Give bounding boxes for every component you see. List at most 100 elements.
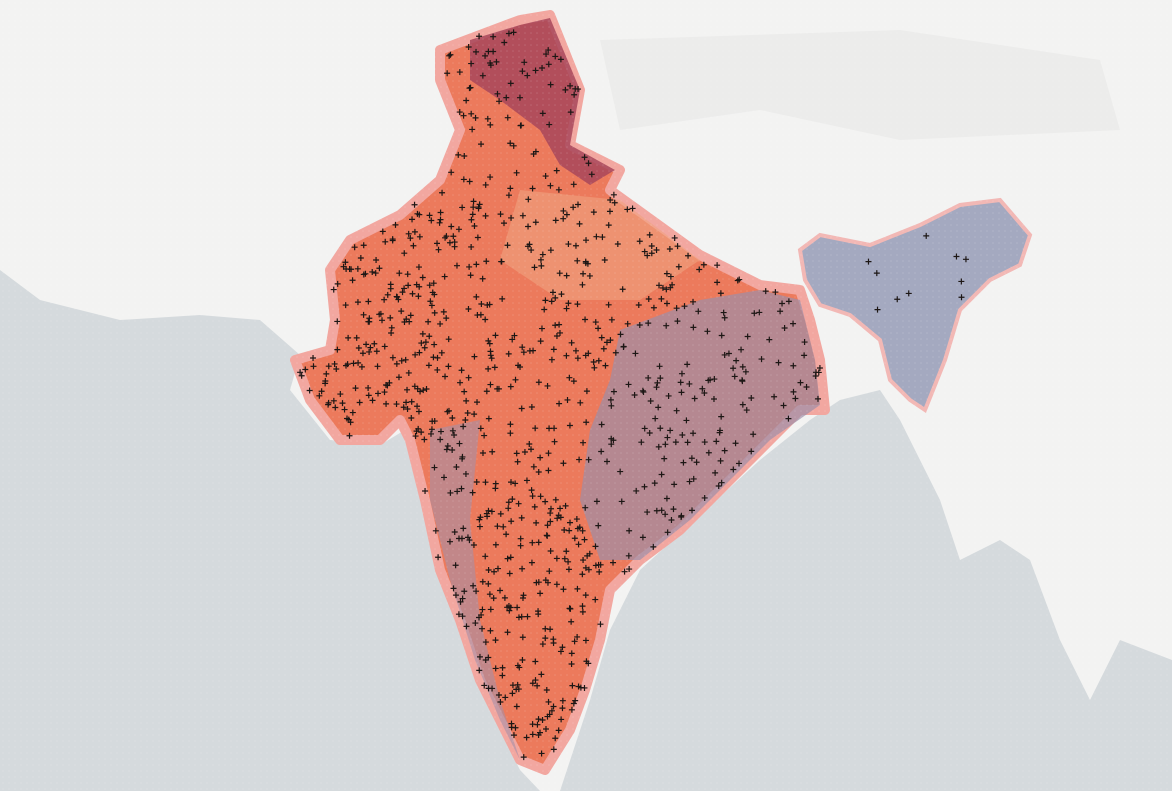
marker: [439, 189, 446, 196]
marker: [468, 216, 475, 223]
marker: [545, 61, 552, 68]
marker: [504, 242, 511, 249]
marker: [565, 300, 572, 307]
marker: [443, 315, 450, 322]
marker: [461, 152, 468, 159]
marker: [520, 349, 527, 356]
marker: [617, 468, 624, 475]
marker: [460, 176, 467, 183]
marker: [444, 70, 451, 77]
marker: [507, 185, 514, 192]
marker: [487, 627, 494, 634]
marker: [518, 122, 525, 129]
marker: [529, 721, 536, 728]
marker: [418, 340, 425, 347]
marker: [762, 288, 769, 295]
marker: [386, 379, 393, 386]
marker: [529, 185, 536, 192]
marker: [413, 281, 420, 288]
marker: [537, 256, 544, 263]
marker: [482, 639, 489, 646]
marker: [504, 555, 511, 562]
marker: [512, 724, 519, 731]
marker: [567, 519, 574, 526]
marker: [492, 332, 499, 339]
marker: [356, 399, 363, 406]
marker: [507, 383, 514, 390]
marker: [404, 406, 411, 413]
marker: [544, 382, 551, 389]
marker: [701, 389, 708, 396]
marker: [471, 411, 478, 418]
marker: [905, 290, 912, 297]
marker: [611, 199, 618, 206]
marker: [566, 422, 573, 429]
marker: [514, 458, 521, 465]
marker: [341, 406, 348, 413]
marker: [333, 365, 340, 372]
marker: [528, 247, 535, 254]
marker: [595, 357, 602, 364]
marker: [544, 522, 551, 529]
marker: [610, 388, 617, 395]
marker: [509, 690, 516, 697]
marker: [535, 611, 542, 618]
marker: [518, 613, 525, 620]
marker: [485, 507, 492, 514]
marker: [489, 685, 496, 692]
marker: [464, 409, 471, 416]
marker: [479, 72, 486, 79]
marker: [422, 487, 429, 494]
marker: [484, 115, 491, 122]
marker: [479, 606, 486, 613]
marker: [528, 446, 535, 453]
marker: [542, 173, 549, 180]
marker: [574, 585, 581, 592]
marker: [650, 304, 657, 311]
marker: [428, 302, 435, 309]
marker: [451, 243, 458, 250]
marker: [490, 33, 497, 40]
marker: [537, 493, 544, 500]
marker: [455, 535, 462, 542]
marker: [394, 294, 401, 301]
marker: [521, 59, 528, 66]
marker: [481, 432, 488, 439]
marker: [673, 407, 680, 414]
marker: [369, 268, 376, 275]
marker: [492, 637, 499, 644]
marker: [334, 280, 341, 287]
marker: [446, 538, 453, 545]
marker: [487, 381, 494, 388]
marker: [465, 305, 472, 312]
marker: [471, 353, 478, 360]
marker: [556, 270, 563, 277]
marker: [588, 171, 595, 178]
marker: [456, 440, 463, 447]
marker: [600, 345, 607, 352]
marker: [678, 389, 685, 396]
marker: [476, 653, 483, 660]
marker: [701, 494, 708, 501]
marker: [461, 588, 468, 595]
marker: [505, 192, 512, 199]
marker: [583, 658, 590, 665]
marker: [462, 417, 469, 424]
marker: [558, 291, 565, 298]
marker: [318, 388, 325, 395]
marker: [459, 204, 466, 211]
marker: [310, 363, 317, 370]
marker: [635, 302, 642, 309]
marker: [488, 508, 495, 515]
marker: [561, 555, 568, 562]
marker: [658, 295, 665, 302]
marker: [595, 561, 602, 568]
marker: [626, 566, 633, 573]
marker: [718, 413, 725, 420]
marker: [297, 369, 304, 376]
marker: [771, 393, 778, 400]
marker: [546, 121, 553, 128]
marker: [334, 318, 341, 325]
marker: [472, 620, 479, 627]
marker: [923, 232, 930, 239]
